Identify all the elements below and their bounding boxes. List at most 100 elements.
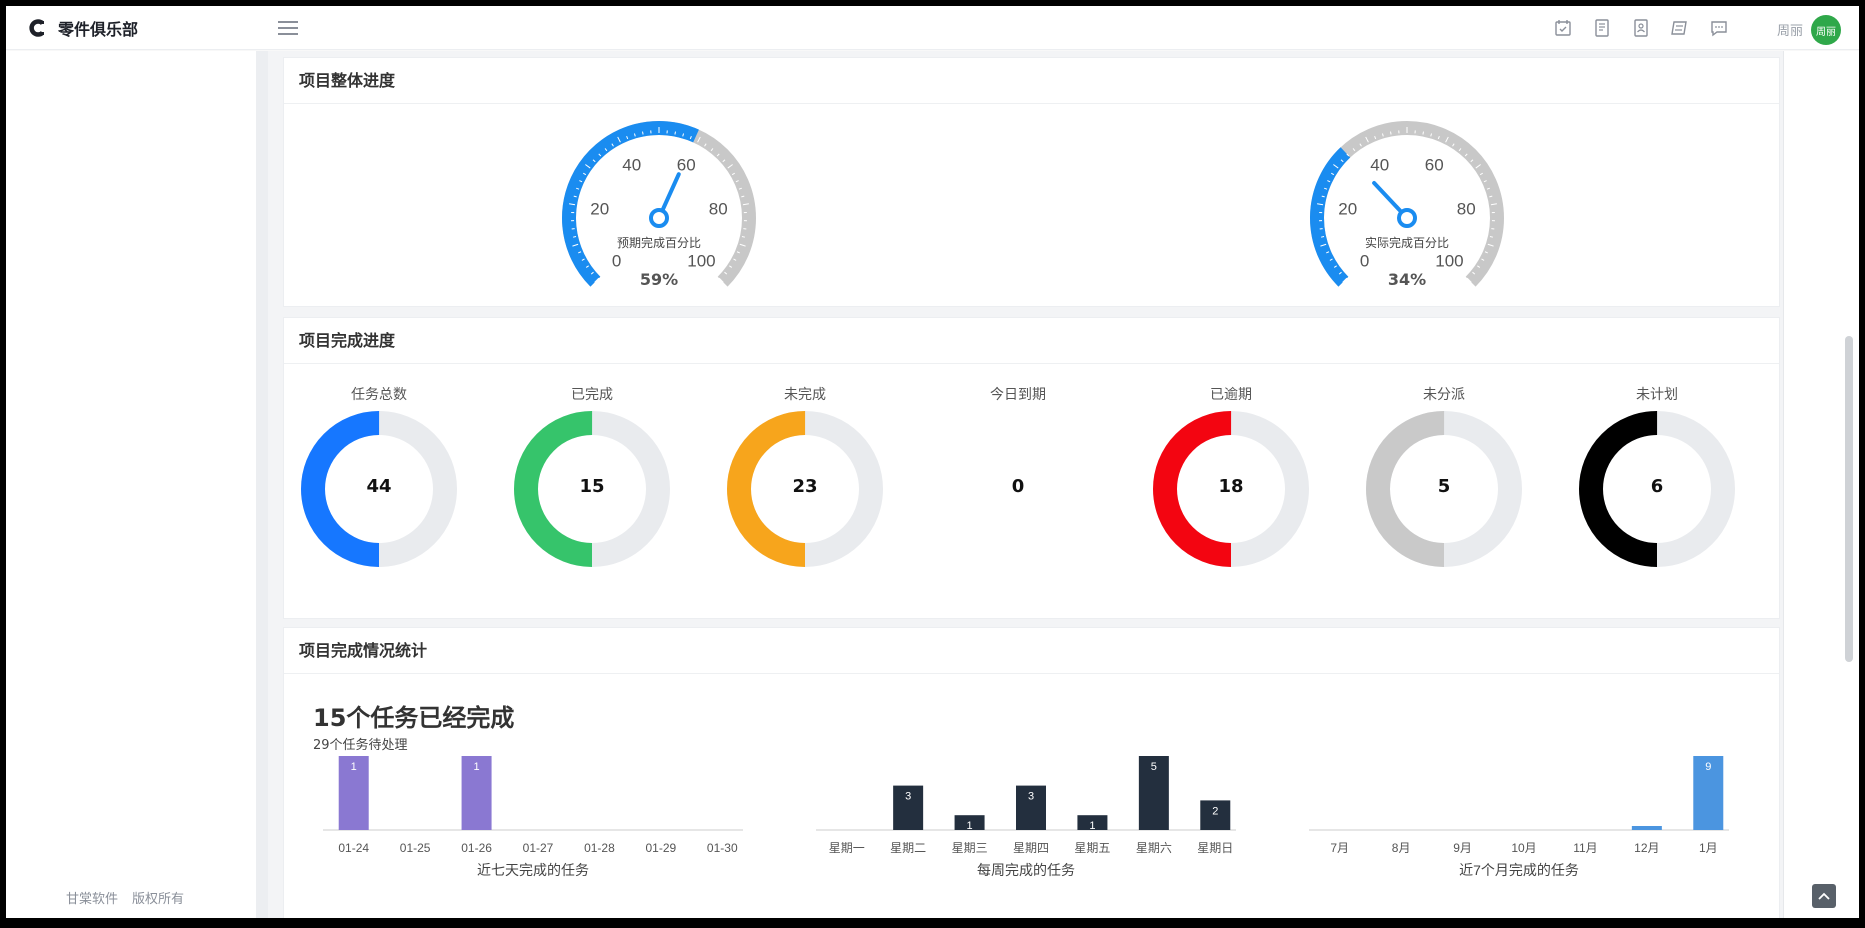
gauge-tick <box>1381 133 1384 137</box>
bar[interactable] <box>954 815 985 830</box>
x-tick-label: 星期日 <box>1197 841 1233 855</box>
x-tick-label: 01-30 <box>707 841 738 855</box>
gauge-tick <box>1452 143 1455 147</box>
gauge-fill <box>1310 147 1351 287</box>
chart-caption: 近七天完成的任务 <box>477 862 589 878</box>
stat-donut[interactable]: 已完成 15 <box>512 364 672 567</box>
x-tick-label: 1月 <box>1699 841 1718 855</box>
sidebar: 甘棠软件 版权所有 <box>6 51 256 918</box>
scrollbar-thumb[interactable] <box>1845 336 1853 662</box>
expected-progress-gauge: 0 20 40 60 80 100 预期完成百分比 <box>554 113 764 293</box>
gauge-tick-label: 40 <box>1370 156 1389 175</box>
x-tick-label: 星期三 <box>952 841 988 855</box>
gauge-tick <box>742 203 749 206</box>
stat-donut[interactable]: 已逾期 18 <box>1151 364 1311 567</box>
completion-progress-card: 项目完成进度 任务总数 44 已完成 15 未完成 23 今日到期 0 已逾期 18 未分派 5 未计划… <box>283 317 1780 619</box>
stat-value: 18 <box>1218 476 1244 497</box>
donut-fill <box>301 411 457 567</box>
gauge-tick <box>724 271 728 275</box>
gauge-pivot <box>1397 208 1417 228</box>
bar[interactable] <box>1693 756 1724 830</box>
bar[interactable] <box>1631 826 1662 830</box>
gauge-tick <box>1390 131 1392 135</box>
gauge-tick <box>1490 203 1497 206</box>
stat-donut[interactable]: 未计划 6 <box>1577 364 1737 567</box>
gauge-tick <box>1326 251 1330 254</box>
gauge-tick <box>573 195 577 198</box>
gauge-tick <box>1346 153 1350 157</box>
calendar-check-icon[interactable] <box>1553 18 1573 38</box>
gauge-tick-label: 100 <box>687 251 715 270</box>
gauge-tick <box>1331 172 1335 176</box>
document-icon[interactable] <box>1592 18 1612 38</box>
gauge-tick <box>1430 133 1433 137</box>
donut-ring <box>514 411 670 567</box>
gauge-tick-label: 0 <box>612 251 621 270</box>
bar[interactable] <box>893 785 924 830</box>
stat-label: 未分派 <box>1423 387 1465 403</box>
x-tick-label: 7月 <box>1330 841 1349 855</box>
bar[interactable] <box>461 756 492 830</box>
gauge-tick <box>1470 159 1474 163</box>
card-title: 项目完成情况统计 <box>284 628 1779 674</box>
avatar[interactable]: 周丽 <box>1811 15 1841 45</box>
donut-ring <box>301 411 457 567</box>
gauge-tick <box>1475 164 1481 169</box>
stat-label: 未计划 <box>1636 387 1678 403</box>
stat-label: 已完成 <box>571 387 613 403</box>
x-tick-label: 01-29 <box>646 841 677 855</box>
app-window: 零件俱乐部 周丽 周丽 甘棠软件 版权所有 项目整体进度 0 20 40 60 80 10… <box>6 6 1859 918</box>
stat-label: 任务总数 <box>351 387 407 403</box>
gauge-tick <box>704 143 707 147</box>
footer-copyright[interactable]: 版权所有 <box>132 892 185 907</box>
stat-label: 今日到期 <box>990 387 1046 403</box>
x-tick-label: 8月 <box>1392 841 1411 855</box>
user-name[interactable]: 周丽 <box>1777 24 1804 39</box>
gauge-tick-label: 20 <box>1338 200 1357 219</box>
stat-donut[interactable]: 今日到期 0 <box>938 364 1098 564</box>
chart-caption: 近7个月完成的任务 <box>1459 862 1579 878</box>
bar[interactable] <box>1077 815 1108 830</box>
app-title: 零件俱乐部 <box>58 20 139 39</box>
contacts-icon[interactable] <box>1631 18 1651 38</box>
bar[interactable] <box>1200 800 1231 830</box>
gauge-tick <box>1489 236 1493 238</box>
gauge-tick <box>1422 131 1424 135</box>
x-tick-label: 01-24 <box>338 841 369 855</box>
stat-value: 5 <box>1437 476 1451 497</box>
stat-donut[interactable]: 任务总数 44 <box>299 364 459 567</box>
bar[interactable] <box>338 756 369 830</box>
gauge-tick <box>578 251 582 254</box>
gauge-tick <box>739 243 746 247</box>
top-bar: 零件俱乐部 周丽 周丽 <box>6 6 1859 50</box>
bar-value-label: 1 <box>351 761 357 773</box>
gauge-tick <box>1458 148 1462 152</box>
gauge-fill <box>562 121 699 287</box>
bar[interactable] <box>1016 785 1046 830</box>
donut-fill <box>1579 411 1735 567</box>
task-list-icon[interactable] <box>1670 18 1690 38</box>
back-to-top-button[interactable] <box>1812 884 1836 908</box>
toolbar <box>1553 18 1729 38</box>
gauge-tick <box>576 187 580 190</box>
footer-company[interactable]: 甘棠软件 <box>66 892 119 907</box>
chat-icon[interactable] <box>1709 18 1729 38</box>
stat-donut[interactable]: 未分派 5 <box>1364 364 1524 567</box>
donut-fill <box>514 411 670 567</box>
bar[interactable] <box>1138 756 1169 830</box>
gauge-tick <box>1338 271 1342 275</box>
brand[interactable]: 零件俱乐部 <box>28 16 138 40</box>
stat-donut[interactable]: 未完成 23 <box>725 364 885 567</box>
bar-value-label: 1 <box>967 820 973 832</box>
gauge-tick <box>1327 180 1331 183</box>
stat-value: 6 <box>1650 476 1664 497</box>
mini-bar-chart: 1 01-24 01-25 1 01-26 01-27 01-28 01-29 01-30 近七天… <box>313 748 753 902</box>
x-tick-label: 星期一 <box>829 841 865 855</box>
donut-ring <box>1579 411 1735 567</box>
gauge-tick <box>738 187 742 190</box>
gauge-tick <box>1352 148 1356 152</box>
menu-toggle-icon[interactable] <box>278 21 298 37</box>
gauge-tick <box>583 172 587 176</box>
x-tick-label: 星期二 <box>890 841 926 855</box>
gauge-tick-label: 40 <box>622 156 641 175</box>
